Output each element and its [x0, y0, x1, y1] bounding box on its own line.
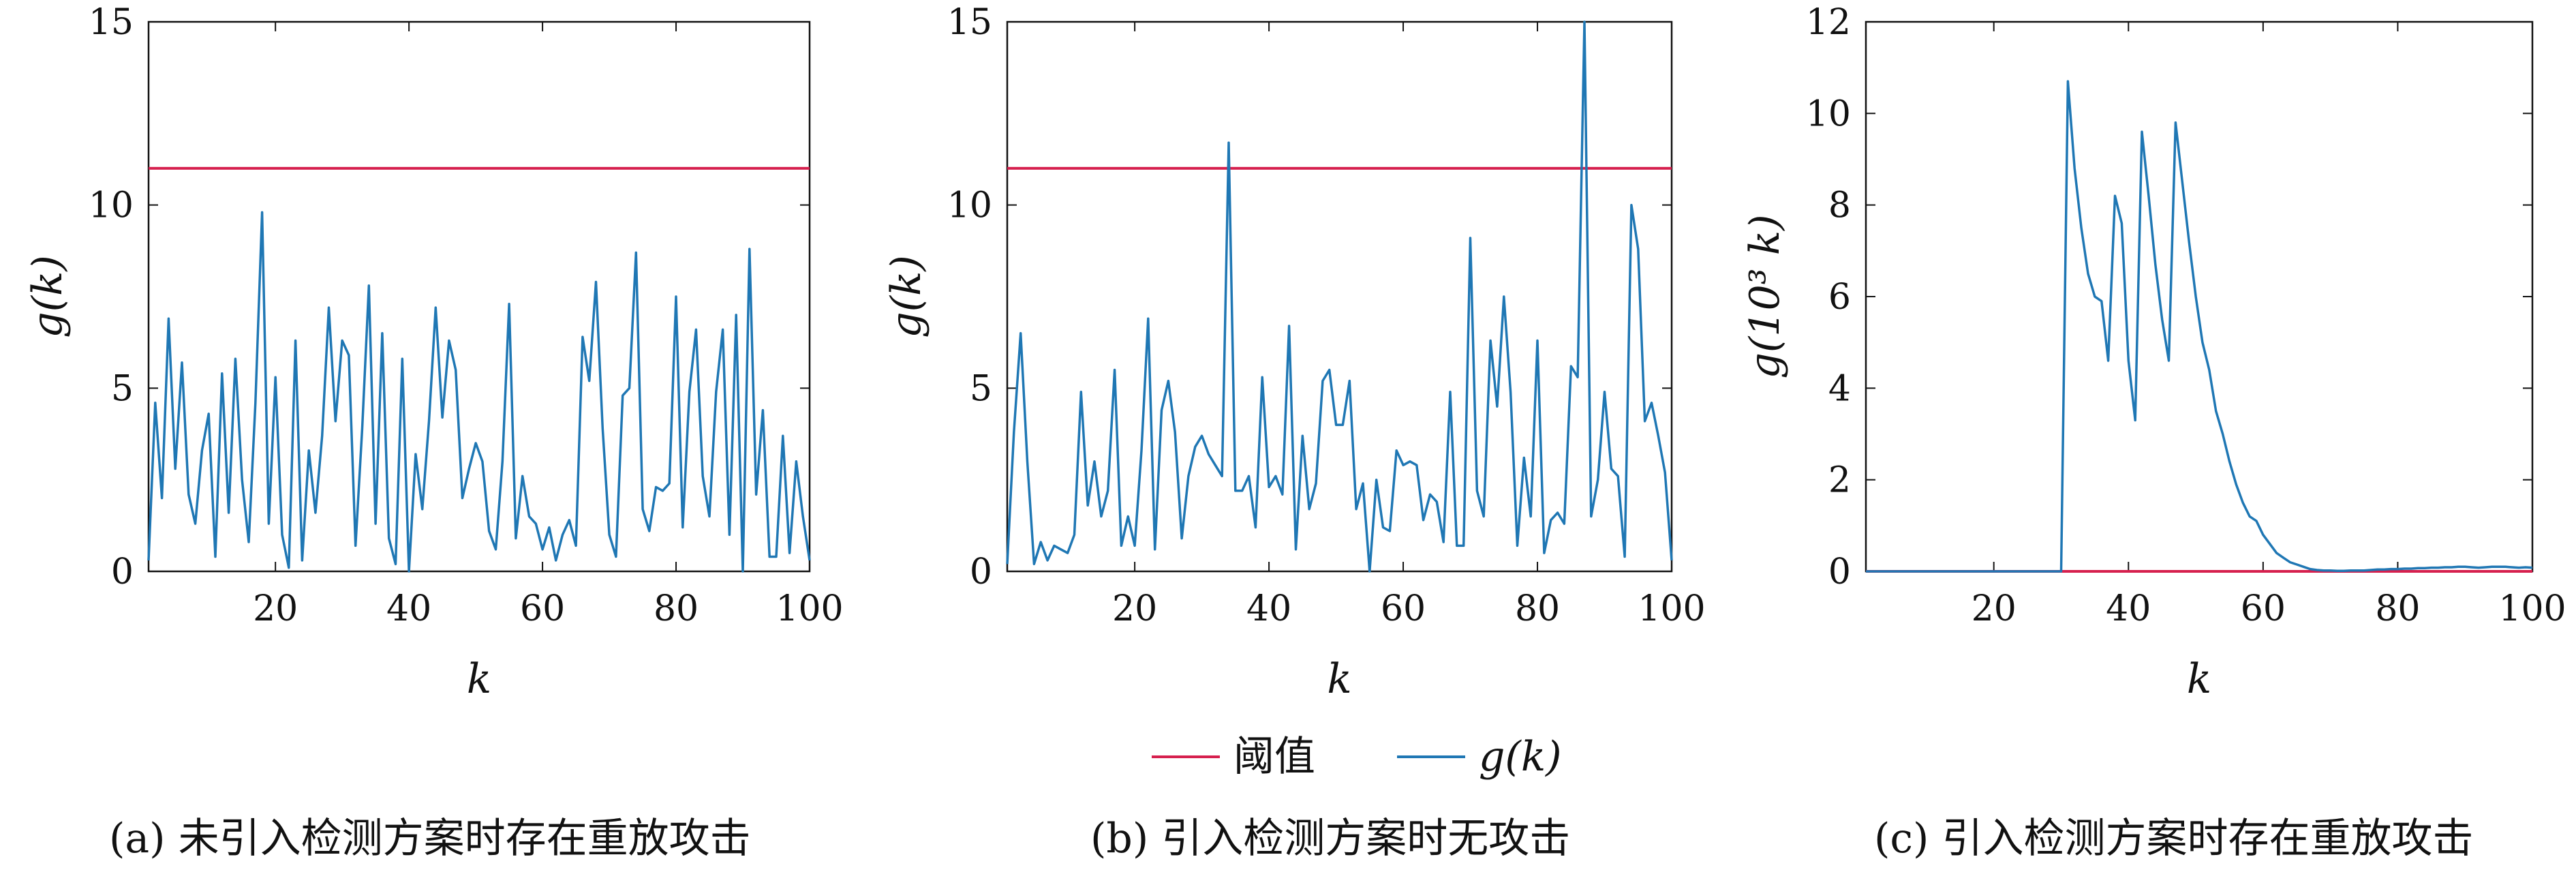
x-tick-label: 80	[654, 588, 699, 629]
y-tick-label: 2	[1828, 460, 1851, 501]
x-axis-label: k	[2187, 655, 2211, 703]
y-tick-label: 15	[89, 2, 134, 43]
y-tick-label: 5	[111, 368, 134, 409]
x-tick-label: 20	[1112, 588, 1157, 629]
x-tick-label: 20	[253, 588, 298, 629]
x-tick-label: 100	[1638, 588, 1705, 629]
x-tick-label: 100	[776, 588, 843, 629]
x-tick-label: 80	[1515, 588, 1560, 629]
x-tick-label: 60	[520, 588, 565, 629]
y-tick-label: 0	[111, 552, 134, 592]
series-line-1	[147, 211, 811, 573]
plot-frame	[147, 20, 811, 573]
series-line-1	[1006, 20, 1673, 573]
y-tick-label: 10	[947, 185, 992, 226]
y-tick-label: 10	[89, 185, 134, 226]
x-tick-label: 20	[1972, 588, 2017, 629]
panel-caption: (b) 引入检测方案时无攻击	[1090, 815, 1570, 862]
plot-frame	[1006, 20, 1673, 573]
x-tick-label: 60	[2241, 588, 2286, 629]
chart-panel-2: 20 40 60 80 100 0 5 10 15 k g(k) (b) 引入检测方案时无攻击	[883, 2, 1706, 862]
x-tick-label: 40	[386, 588, 431, 629]
panel-caption: (c) 引入检测方案时存在重放攻击	[1874, 815, 2474, 862]
y-axis-label: g(k)	[883, 255, 930, 338]
y-tick-label: 12	[1806, 2, 1851, 43]
x-axis-label: k	[1327, 655, 1351, 703]
legend-signal-label: g(k)	[1479, 733, 1562, 781]
y-tick-label: 0	[1828, 552, 1851, 592]
chart-panel-3: 20 40 60 80 100 0 2 4 6 8 10 12 k g(10³ k) (c) 引入检测方案时…	[1741, 2, 2566, 862]
x-tick-label: 60	[1381, 588, 1426, 629]
y-tick-label: 6	[1828, 277, 1851, 318]
y-tick-label: 10	[1806, 93, 1851, 134]
y-tick-label: 4	[1828, 368, 1851, 409]
y-tick-label: 8	[1828, 185, 1851, 226]
chart-panel-1: 20 40 60 80 100 0 5 10 15 k g(k) (a) 未引入检测方案时存在重放攻击	[24, 2, 844, 862]
x-tick-label: 40	[1246, 588, 1291, 629]
legend: 阈值 g(k)	[1152, 733, 1562, 781]
y-tick-label: 5	[970, 368, 992, 409]
series-line-1	[1866, 80, 2533, 573]
legend-threshold-label: 阈值	[1233, 733, 1315, 781]
y-axis-label: g(10³ k)	[1741, 214, 1789, 378]
y-tick-label: 0	[970, 552, 992, 592]
panel-caption: (a) 未引入检测方案时存在重放攻击	[109, 815, 751, 862]
plot-frame	[1865, 20, 2534, 573]
x-tick-label: 100	[2498, 588, 2566, 629]
y-axis-label: g(k)	[24, 255, 72, 338]
x-axis-label: k	[467, 655, 491, 703]
y-tick-label: 15	[947, 2, 992, 43]
x-tick-label: 40	[2106, 588, 2151, 629]
x-tick-label: 80	[2375, 588, 2420, 629]
